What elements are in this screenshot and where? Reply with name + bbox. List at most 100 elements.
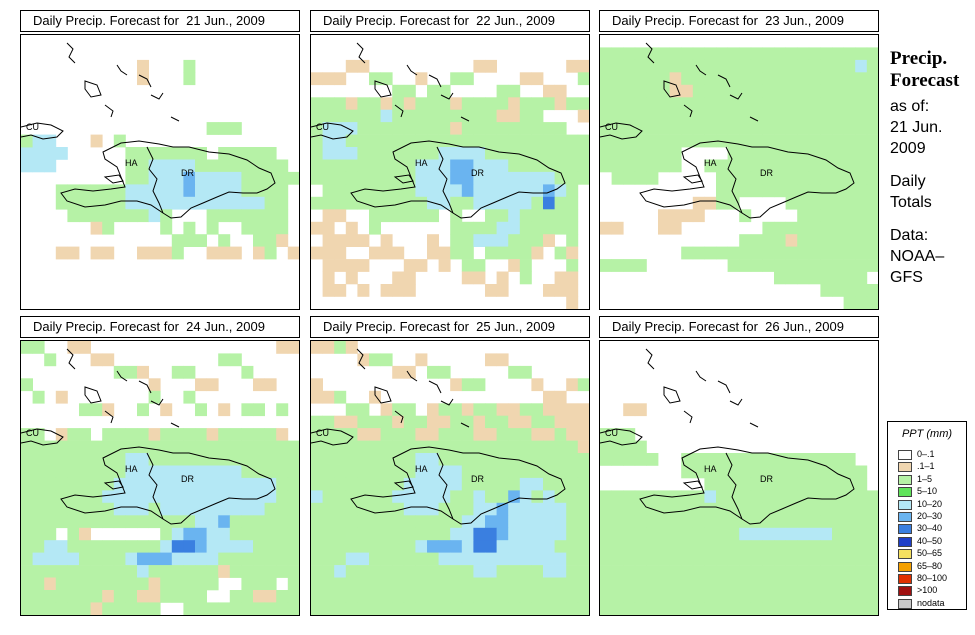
precip-cell bbox=[762, 134, 775, 148]
precip-cell bbox=[322, 109, 335, 123]
precip-cell bbox=[183, 477, 196, 491]
precip-cell bbox=[311, 515, 323, 529]
precip-cell bbox=[102, 246, 115, 260]
precip-cell bbox=[600, 97, 612, 111]
precip-cell bbox=[820, 602, 833, 615]
precip-cell bbox=[32, 341, 45, 354]
precip-cell bbox=[774, 590, 786, 603]
precip-cell bbox=[450, 97, 463, 111]
precip-cell bbox=[79, 565, 91, 578]
precip-cell bbox=[218, 552, 231, 566]
island-coastline bbox=[729, 92, 743, 100]
precip-cell bbox=[820, 590, 833, 603]
precip-cell bbox=[218, 122, 231, 135]
precip-cell bbox=[716, 122, 728, 135]
precip-cell bbox=[681, 134, 694, 148]
precip-cell bbox=[855, 159, 868, 173]
precip-cell bbox=[832, 552, 844, 566]
precip-cell bbox=[774, 577, 786, 591]
precip-cell bbox=[577, 159, 589, 173]
precip-cell bbox=[600, 453, 612, 466]
precip-cell bbox=[369, 122, 381, 135]
precip-cell bbox=[797, 221, 810, 235]
precip-cell bbox=[750, 59, 763, 73]
precip-cell bbox=[287, 502, 299, 516]
precip-cell bbox=[357, 490, 370, 504]
precip-cell bbox=[623, 171, 636, 185]
precip-cell bbox=[634, 109, 647, 123]
precip-cell bbox=[32, 540, 45, 553]
precip-cell bbox=[832, 184, 844, 198]
precip-cell bbox=[739, 246, 752, 260]
country-label: HA bbox=[415, 464, 428, 474]
precip-cell bbox=[137, 365, 149, 379]
haiti-dr-border bbox=[725, 146, 743, 214]
precip-cell bbox=[403, 428, 416, 441]
precip-cell bbox=[716, 47, 728, 61]
precip-cell bbox=[264, 602, 277, 615]
precip-cell bbox=[102, 565, 115, 578]
precip-cell bbox=[55, 196, 68, 210]
precip-cell bbox=[855, 72, 868, 86]
precip-cell bbox=[253, 428, 265, 441]
precip-cell bbox=[473, 134, 486, 148]
precip-cell bbox=[808, 196, 821, 210]
precip-cell bbox=[334, 565, 347, 578]
precip-cell bbox=[832, 122, 844, 135]
precip-cell bbox=[392, 97, 405, 111]
precip-cell bbox=[415, 171, 428, 185]
precip-cell bbox=[634, 565, 647, 578]
precip-cell bbox=[113, 365, 126, 379]
precip-cell bbox=[681, 590, 694, 603]
precip-cell bbox=[519, 365, 532, 379]
precip-cell bbox=[611, 97, 624, 111]
precip-cell bbox=[704, 47, 717, 61]
precip-cell bbox=[392, 109, 405, 123]
precip-cell bbox=[704, 109, 717, 123]
precip-cell bbox=[334, 415, 347, 429]
precip-cell bbox=[392, 122, 405, 135]
precip-cell bbox=[206, 540, 219, 553]
precip-cell bbox=[623, 59, 636, 73]
precip-cell bbox=[485, 171, 497, 185]
precip-cell bbox=[577, 59, 589, 73]
legend-swatch bbox=[898, 598, 912, 609]
precip-cell bbox=[485, 122, 497, 135]
precip-cell bbox=[44, 440, 57, 454]
precip-cell bbox=[669, 577, 682, 591]
precip-cell bbox=[855, 577, 868, 591]
precip-cell bbox=[195, 577, 207, 591]
precip-cell bbox=[785, 590, 798, 603]
precip-cell bbox=[750, 84, 763, 98]
precip-cell bbox=[646, 565, 659, 578]
precip-cell bbox=[90, 440, 103, 454]
precip-cell bbox=[785, 59, 798, 73]
precip-cell bbox=[427, 171, 439, 185]
precip-cell bbox=[229, 453, 242, 466]
precip-cell bbox=[785, 84, 798, 98]
precip-cell bbox=[531, 97, 544, 111]
precip-cell bbox=[229, 477, 242, 491]
precip-cell bbox=[369, 577, 381, 591]
precip-cell bbox=[820, 47, 833, 61]
precip-cell bbox=[218, 403, 231, 417]
precip-cell bbox=[797, 465, 810, 479]
precip-cell bbox=[450, 184, 463, 198]
precip-cell bbox=[832, 72, 844, 86]
precip-cell bbox=[531, 415, 544, 429]
precip-cell bbox=[345, 234, 358, 247]
precip-cell bbox=[403, 515, 416, 529]
precip-cell bbox=[79, 341, 91, 354]
precip-cell bbox=[600, 84, 612, 98]
precip-cell bbox=[322, 440, 335, 454]
island-coastline bbox=[406, 370, 418, 382]
precip-cell bbox=[44, 147, 57, 160]
precip-cell bbox=[681, 246, 694, 260]
precip-cell bbox=[427, 590, 439, 603]
precip-cell bbox=[832, 159, 844, 173]
precip-cell bbox=[727, 602, 740, 615]
precip-cell bbox=[311, 97, 323, 111]
precip-cell bbox=[276, 221, 289, 235]
precip-cell bbox=[438, 84, 451, 98]
precip-cell bbox=[206, 527, 219, 541]
